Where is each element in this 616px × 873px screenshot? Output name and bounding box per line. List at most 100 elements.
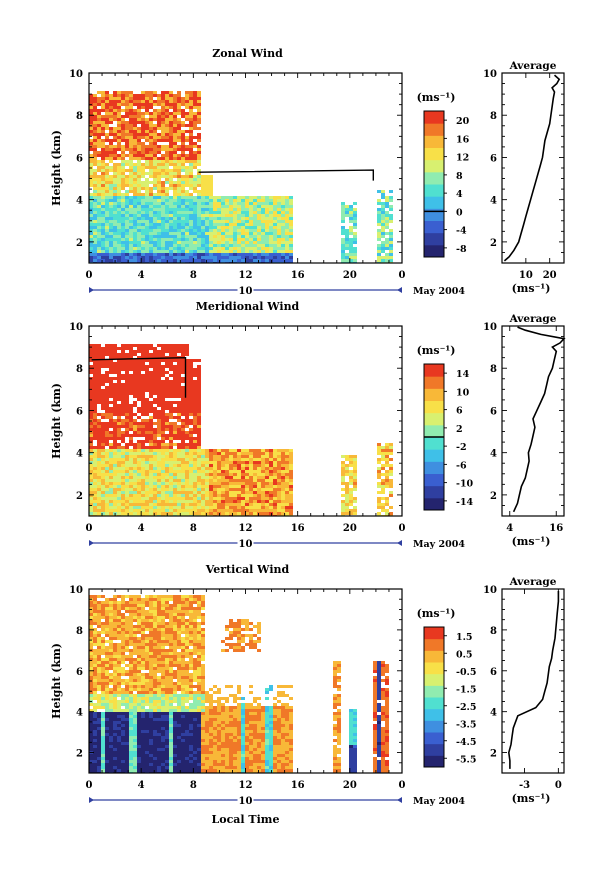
heatmap-cell xyxy=(249,467,253,470)
heatmap-cell xyxy=(105,232,109,235)
heatmap-cell xyxy=(89,739,93,742)
heatmap-cell xyxy=(109,353,113,356)
heatmap-cell xyxy=(93,595,97,598)
heatmap-cell xyxy=(177,488,181,491)
heatmap-cell xyxy=(277,244,281,247)
heatmap-cell xyxy=(145,407,149,410)
heatmap-cell xyxy=(93,763,97,766)
heatmap-cell xyxy=(125,473,129,476)
heatmap-cell xyxy=(113,208,117,211)
heatmap-cell xyxy=(101,473,105,476)
heatmap-cell xyxy=(177,184,181,187)
heatmap-cell xyxy=(93,133,97,136)
heatmap-cell xyxy=(181,398,185,401)
heatmap-cell xyxy=(89,595,93,598)
heatmap-cell xyxy=(97,401,101,404)
heatmap-cell xyxy=(285,476,289,479)
heatmap-cell xyxy=(189,256,193,259)
heatmap-cell xyxy=(177,127,181,130)
heatmap-cell xyxy=(125,497,129,500)
heatmap-cell xyxy=(173,121,177,124)
heatmap-cell xyxy=(117,512,121,515)
contour-line xyxy=(198,169,375,181)
heatmap-cell xyxy=(341,232,345,235)
heatmap-cell xyxy=(389,229,393,232)
heatmap-cell xyxy=(93,715,97,718)
heatmap-cell xyxy=(129,422,133,425)
heatmap-cell xyxy=(121,482,125,485)
heatmap-cell xyxy=(213,244,217,247)
heatmap-cell xyxy=(241,509,245,512)
heatmap-cell xyxy=(169,497,173,500)
heatmap-cell xyxy=(101,413,105,416)
heatmap-cell xyxy=(93,256,97,259)
heatmap-cell xyxy=(233,470,237,473)
heatmap-cell xyxy=(149,202,153,205)
heatmap-cell xyxy=(129,196,133,199)
heatmap-cell xyxy=(177,350,181,353)
heatmap-cell xyxy=(113,476,117,479)
x-tick-label: 0 xyxy=(399,270,406,281)
heatmap-cell xyxy=(377,491,381,494)
heatmap-cell xyxy=(133,482,137,485)
heatmap-cell xyxy=(205,494,209,497)
heatmap-cell xyxy=(101,613,105,616)
heatmap-cell xyxy=(241,470,245,473)
heatmap-cell xyxy=(193,229,197,232)
heatmap-cell xyxy=(173,97,177,100)
heatmap-cell xyxy=(197,97,201,100)
heatmap-cell xyxy=(97,467,101,470)
heatmap-cell xyxy=(101,205,105,208)
heatmap-cell xyxy=(265,503,269,506)
heatmap-cell xyxy=(229,455,233,458)
heatmap-cell xyxy=(105,407,109,410)
heatmap-cell xyxy=(97,244,101,247)
heatmap-cell xyxy=(177,344,181,347)
heatmap-cell xyxy=(201,214,205,217)
heatmap-cell xyxy=(197,103,201,106)
heatmap-cell xyxy=(169,482,173,485)
heatmap-cell xyxy=(125,386,129,389)
heatmap-cell xyxy=(125,365,129,368)
heatmap-cell xyxy=(277,455,281,458)
heatmap-cell xyxy=(197,380,201,383)
date-axis-marker xyxy=(397,287,402,293)
heatmap-cell xyxy=(389,238,393,241)
heatmap-cell xyxy=(173,148,177,151)
heatmap-cell xyxy=(109,470,113,473)
heatmap-cell xyxy=(105,190,109,193)
heatmap-cell xyxy=(237,256,241,259)
heatmap-cell xyxy=(109,157,113,160)
heatmap-field xyxy=(89,344,393,516)
heatmap-cell xyxy=(109,359,113,362)
heatmap-cell xyxy=(177,253,181,256)
profile-y-tick-label: 10 xyxy=(483,322,497,333)
heatmap-cell xyxy=(149,443,153,446)
heatmap-cell xyxy=(157,211,161,214)
heatmap-cell xyxy=(93,601,97,604)
heatmap-cell xyxy=(253,256,257,259)
heatmap-cell xyxy=(189,250,193,253)
heatmap-cell xyxy=(193,103,197,106)
heatmap-cell xyxy=(125,359,129,362)
heatmap-cell xyxy=(137,455,141,458)
heatmap-cell xyxy=(141,202,145,205)
heatmap-cell xyxy=(381,241,385,244)
heatmap-cell xyxy=(157,217,161,220)
heatmap-cell xyxy=(225,202,229,205)
heatmap-cell xyxy=(117,112,121,115)
heatmap-cell xyxy=(113,422,117,425)
heatmap-cell xyxy=(97,494,101,497)
heatmap-cell xyxy=(109,392,113,395)
heatmap-cell xyxy=(197,389,201,392)
heatmap-cell xyxy=(161,437,165,440)
heatmap-cell xyxy=(93,685,97,688)
heatmap-cell xyxy=(161,232,165,235)
heatmap-cell xyxy=(173,109,177,112)
heatmap-cell xyxy=(245,467,249,470)
heatmap-cell xyxy=(133,211,137,214)
heatmap-cell xyxy=(185,422,189,425)
heatmap-cell xyxy=(181,437,185,440)
heatmap-cell xyxy=(185,103,189,106)
heatmap-cell xyxy=(149,404,153,407)
